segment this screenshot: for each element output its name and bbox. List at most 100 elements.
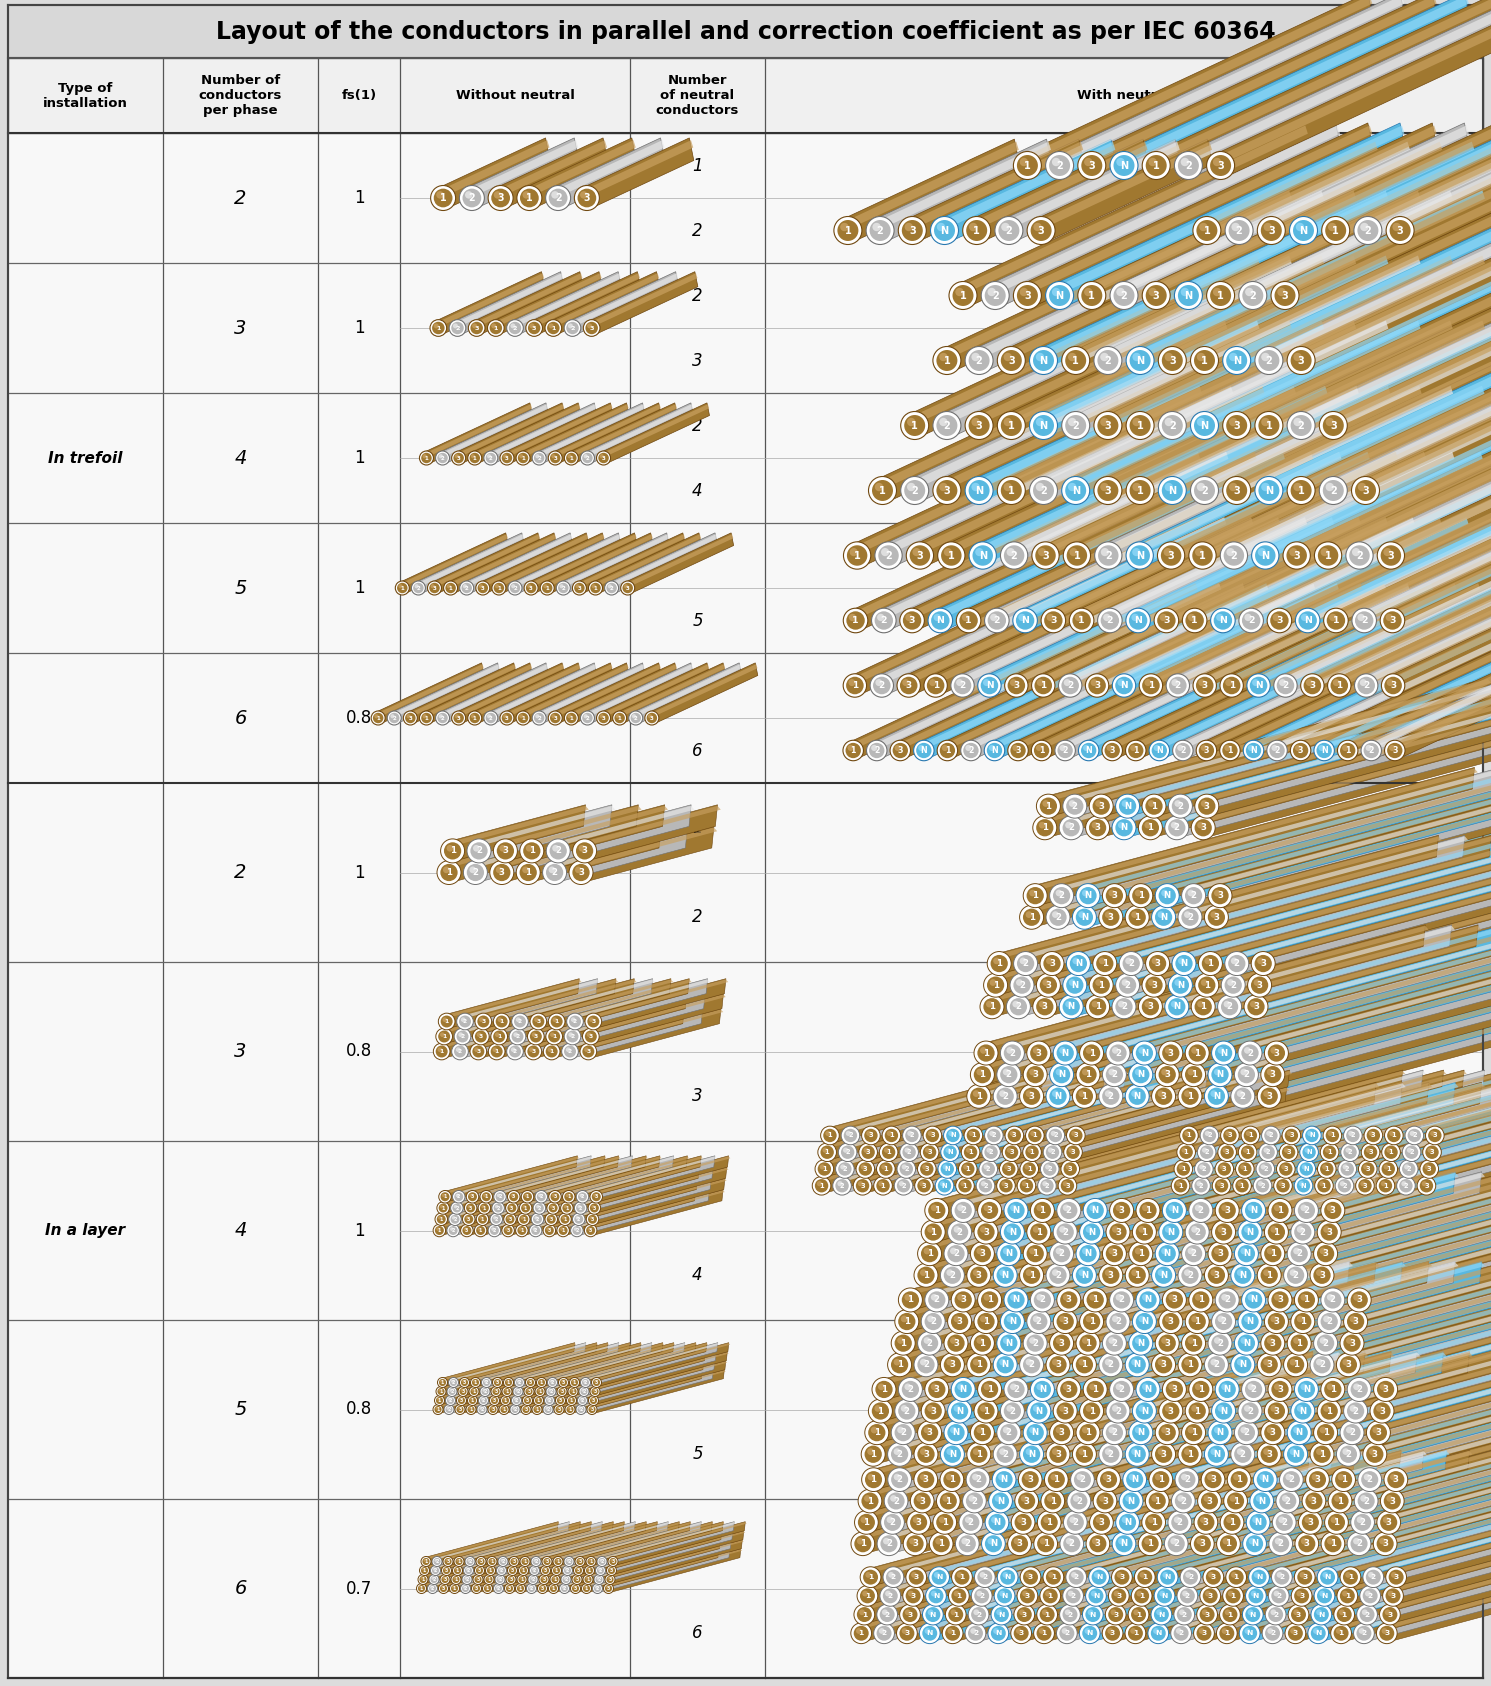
Text: N: N [1303, 1167, 1309, 1172]
Text: 1: 1 [942, 1517, 948, 1528]
Text: 1: 1 [425, 715, 428, 720]
Circle shape [1243, 1315, 1251, 1322]
Polygon shape [1306, 1416, 1491, 1554]
Text: 1: 1 [1345, 1593, 1349, 1598]
Circle shape [1099, 1352, 1123, 1377]
Text: 2: 2 [926, 1339, 932, 1347]
Polygon shape [1223, 452, 1491, 619]
Polygon shape [401, 533, 508, 593]
Circle shape [435, 1028, 452, 1045]
Polygon shape [1251, 1071, 1467, 1131]
Circle shape [936, 1514, 953, 1531]
Text: 1: 1 [1032, 1133, 1038, 1138]
Text: 3: 3 [924, 1167, 929, 1172]
Polygon shape [1027, 1374, 1469, 1495]
Circle shape [485, 1575, 494, 1585]
Text: 3: 3 [458, 1408, 462, 1411]
Text: 3: 3 [576, 1576, 579, 1581]
Circle shape [1416, 1177, 1436, 1195]
Circle shape [1012, 609, 1038, 632]
Polygon shape [1327, 1104, 1491, 1165]
Text: 3: 3 [432, 585, 437, 590]
Polygon shape [872, 1452, 1312, 1571]
Circle shape [1185, 1221, 1209, 1244]
Circle shape [586, 1212, 599, 1226]
Polygon shape [1223, 1104, 1491, 1243]
Circle shape [1194, 1204, 1202, 1211]
Text: 1: 1 [1145, 1205, 1151, 1216]
Circle shape [1325, 1128, 1339, 1141]
Polygon shape [1172, 1194, 1491, 1315]
Circle shape [517, 713, 528, 723]
Polygon shape [1214, 1352, 1491, 1474]
Polygon shape [1229, 1173, 1491, 1295]
Circle shape [1069, 954, 1087, 973]
Polygon shape [516, 1010, 650, 1047]
Polygon shape [1035, 1126, 1475, 1264]
Polygon shape [1354, 1283, 1491, 1421]
Circle shape [1196, 1625, 1212, 1640]
Polygon shape [474, 405, 580, 457]
Circle shape [519, 1566, 528, 1575]
Text: 1: 1 [1266, 420, 1272, 430]
Circle shape [902, 679, 910, 686]
Polygon shape [1272, 1305, 1491, 1443]
Circle shape [1157, 1091, 1164, 1098]
Text: 1: 1 [488, 1576, 491, 1581]
Text: 2: 2 [1367, 1593, 1373, 1598]
Polygon shape [927, 1327, 1369, 1448]
Circle shape [598, 454, 608, 464]
Text: 3: 3 [1311, 1497, 1317, 1506]
Text: 1: 1 [904, 1317, 910, 1327]
Text: 3: 3 [1006, 1167, 1011, 1172]
Circle shape [1205, 958, 1211, 964]
Text: N: N [1009, 1227, 1015, 1236]
Text: 3: 3 [1369, 1150, 1373, 1155]
Circle shape [1099, 1442, 1123, 1467]
Polygon shape [1242, 1146, 1491, 1286]
Polygon shape [486, 1157, 619, 1202]
Polygon shape [999, 1507, 1440, 1629]
Polygon shape [983, 386, 1327, 553]
Circle shape [447, 1398, 450, 1401]
Text: 2: 2 [610, 585, 613, 590]
Circle shape [917, 1241, 942, 1266]
Circle shape [1112, 1404, 1118, 1411]
Circle shape [1047, 1126, 1065, 1145]
Text: 3: 3 [583, 192, 590, 202]
Circle shape [1036, 352, 1044, 361]
Polygon shape [1091, 125, 1437, 293]
Text: 2: 2 [1178, 801, 1184, 811]
Circle shape [479, 1560, 482, 1561]
Circle shape [1235, 1445, 1251, 1463]
Polygon shape [1108, 1352, 1491, 1490]
Circle shape [1154, 1607, 1169, 1622]
Text: N: N [1261, 1475, 1269, 1484]
Text: 1: 1 [555, 1018, 559, 1023]
Circle shape [1069, 548, 1078, 556]
Circle shape [592, 1377, 601, 1388]
Text: N: N [1120, 681, 1127, 690]
Circle shape [1150, 1469, 1172, 1492]
Text: 1: 1 [1147, 1539, 1153, 1548]
Text: N: N [1249, 1205, 1257, 1216]
Circle shape [1230, 1263, 1255, 1286]
Polygon shape [528, 138, 637, 209]
Polygon shape [540, 1352, 672, 1396]
Circle shape [534, 1396, 544, 1406]
Circle shape [1254, 954, 1272, 973]
Circle shape [1173, 1160, 1193, 1179]
Text: N: N [1243, 1339, 1249, 1347]
Polygon shape [1226, 1507, 1491, 1642]
Circle shape [1112, 1202, 1130, 1219]
Circle shape [573, 863, 589, 882]
Circle shape [1373, 1533, 1397, 1556]
Circle shape [464, 1566, 474, 1575]
Polygon shape [511, 1167, 644, 1214]
Circle shape [1197, 482, 1205, 491]
Text: 1: 1 [495, 1049, 499, 1054]
Text: 1: 1 [1032, 892, 1038, 900]
Circle shape [939, 1516, 945, 1522]
Circle shape [568, 1408, 570, 1409]
Text: 2: 2 [482, 1398, 485, 1403]
